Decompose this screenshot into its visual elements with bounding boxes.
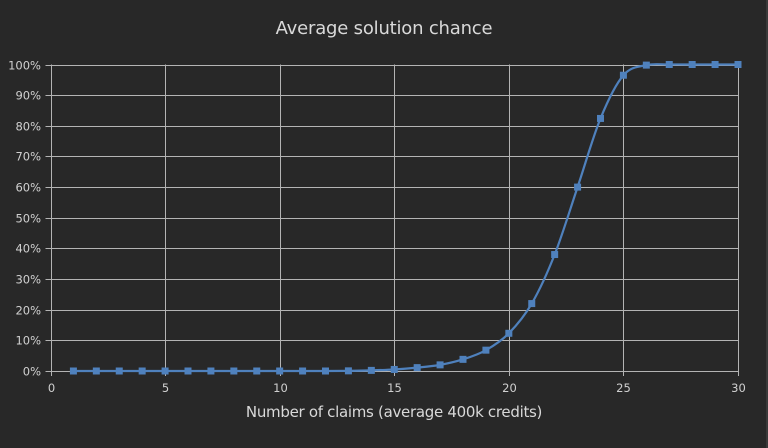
y-tick-label: 20% bbox=[15, 304, 41, 318]
y-tick-label: 90% bbox=[15, 89, 41, 103]
data-point-marker bbox=[344, 367, 352, 375]
y-tick-label: 80% bbox=[15, 120, 41, 134]
x-axis-ticks: 0 5 10 15 20 25 30 bbox=[48, 381, 746, 395]
data-point-marker bbox=[711, 61, 719, 68]
data-point-marker bbox=[230, 367, 238, 375]
data-point-marker bbox=[115, 367, 123, 375]
data-point-marker bbox=[459, 355, 467, 363]
data-point-marker bbox=[619, 71, 627, 79]
y-tick-label: 60% bbox=[15, 181, 41, 195]
data-point-marker bbox=[390, 365, 398, 373]
y-tick-label: 50% bbox=[15, 212, 41, 226]
data-point-marker bbox=[413, 364, 421, 372]
series-line bbox=[73, 63, 738, 373]
y-axis-ticks: 0% 10% 20% 30% 40% 50% 60% 70% 80% 90% 100% bbox=[8, 59, 41, 379]
data-point-marker bbox=[734, 61, 742, 68]
x-tick-label: 0 bbox=[48, 381, 55, 395]
x-tick-label: 20 bbox=[502, 381, 517, 395]
data-point-marker bbox=[642, 61, 650, 69]
y-tick-label: 40% bbox=[15, 242, 41, 256]
data-point-marker bbox=[551, 251, 559, 259]
data-point-marker bbox=[574, 183, 582, 191]
data-point-marker bbox=[688, 61, 696, 68]
data-point-marker bbox=[184, 367, 192, 375]
x-tick-label: 10 bbox=[273, 381, 288, 395]
y-tick-label: 0% bbox=[23, 365, 41, 379]
y-tick-label: 100% bbox=[8, 59, 41, 73]
data-point-marker bbox=[253, 367, 261, 375]
y-tick-label: 70% bbox=[15, 150, 41, 164]
data-point-marker bbox=[299, 367, 307, 375]
data-point-marker bbox=[276, 367, 284, 375]
gridlines bbox=[45, 64, 739, 376]
data-point-marker bbox=[207, 367, 215, 375]
data-point-marker bbox=[92, 367, 100, 375]
data-point-marker bbox=[482, 346, 490, 354]
x-tick-label: 15 bbox=[387, 381, 402, 395]
series-markers bbox=[69, 61, 742, 375]
x-tick-label: 5 bbox=[162, 381, 169, 395]
y-tick-label: 30% bbox=[15, 273, 41, 287]
data-point-marker bbox=[322, 367, 329, 375]
data-point-marker bbox=[138, 367, 146, 375]
data-point-marker bbox=[597, 114, 604, 122]
y-tick-label: 10% bbox=[15, 334, 41, 348]
x-axis-label: Number of claims (average 400k credits) bbox=[245, 403, 543, 421]
data-point-marker bbox=[161, 367, 169, 375]
data-point-marker bbox=[69, 367, 77, 375]
x-tick-label: 25 bbox=[616, 381, 631, 395]
chart-title: Average solution chance bbox=[275, 18, 493, 39]
x-tick-label: 30 bbox=[731, 381, 746, 395]
data-point-marker bbox=[665, 61, 673, 68]
data-point-marker bbox=[528, 300, 536, 308]
data-point-marker bbox=[367, 366, 375, 374]
data-point-marker bbox=[505, 329, 513, 337]
data-point-marker bbox=[436, 361, 444, 369]
